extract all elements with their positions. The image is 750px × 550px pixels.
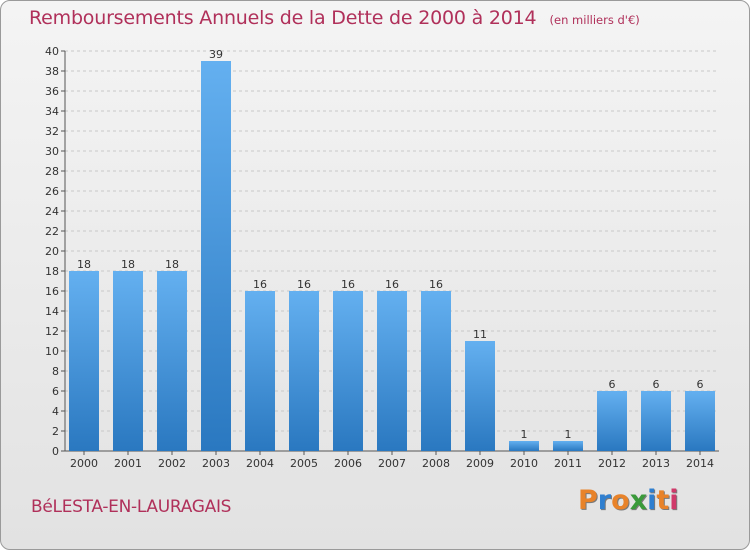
x-tick-label: 2006 — [334, 457, 362, 470]
bar-2007 — [377, 291, 407, 451]
y-tick-label: 6 — [52, 385, 59, 398]
value-label-2009: 11 — [473, 328, 487, 341]
y-tick-label: 2 — [52, 425, 59, 438]
x-tick-label: 2000 — [70, 457, 98, 470]
chart-subtitle: (en milliers d'€) — [549, 13, 640, 27]
y-tick-label: 16 — [45, 285, 59, 298]
chart-title-block: Remboursements Annuels de la Dette de 20… — [29, 7, 640, 29]
value-label-2002: 18 — [165, 258, 179, 271]
y-tick-label: 4 — [52, 405, 59, 418]
town-name: BéLESTA-EN-LAURAGAIS — [31, 497, 232, 517]
x-tick-label: 2012 — [598, 457, 626, 470]
bar-2003 — [201, 61, 231, 451]
y-tick-label: 22 — [45, 225, 59, 238]
x-tick-label: 2003 — [202, 457, 230, 470]
y-tick-label: 32 — [45, 125, 59, 138]
y-tick-label: 18 — [45, 265, 59, 278]
labels: 0246810121416182022242628303234363840200… — [45, 45, 714, 470]
y-tick-label: 30 — [45, 145, 59, 158]
y-tick-label: 40 — [45, 45, 59, 58]
x-tick-label: 2007 — [378, 457, 406, 470]
x-tick-label: 2004 — [246, 457, 274, 470]
value-label-2007: 16 — [385, 278, 399, 291]
bar-2014 — [685, 391, 715, 451]
value-label-2006: 16 — [341, 278, 355, 291]
bar-2011 — [553, 441, 583, 451]
x-tick-label: 2010 — [510, 457, 538, 470]
chart-title: Remboursements Annuels de la Dette de 20… — [29, 7, 537, 29]
y-tick-label: 38 — [45, 65, 59, 78]
y-tick-label: 28 — [45, 165, 59, 178]
bar-2006 — [333, 291, 363, 451]
value-label-2003: 39 — [209, 48, 223, 61]
value-label-2013: 6 — [653, 378, 660, 391]
value-label-2011: 1 — [565, 428, 572, 441]
value-label-2014: 6 — [697, 378, 704, 391]
bar-2002 — [157, 271, 187, 451]
y-tick-label: 14 — [45, 305, 59, 318]
x-tick-label: 2005 — [290, 457, 318, 470]
y-tick-label: 34 — [45, 105, 59, 118]
bar-2012 — [597, 391, 627, 451]
bar-2004 — [245, 291, 275, 451]
bars — [69, 61, 715, 451]
y-tick-label: 26 — [45, 185, 59, 198]
value-label-2004: 16 — [253, 278, 267, 291]
x-tick-label: 2002 — [158, 457, 186, 470]
bar-2010 — [509, 441, 539, 451]
y-tick-label: 10 — [45, 345, 59, 358]
x-tick-label: 2011 — [554, 457, 582, 470]
bar-2000 — [69, 271, 99, 451]
value-label-2001: 18 — [121, 258, 135, 271]
bar-2013 — [641, 391, 671, 451]
x-tick-label: 2009 — [466, 457, 494, 470]
x-tick-label: 2014 — [686, 457, 714, 470]
x-tick-label: 2008 — [422, 457, 450, 470]
value-label-2008: 16 — [429, 278, 443, 291]
value-label-2000: 18 — [77, 258, 91, 271]
y-tick-label: 12 — [45, 325, 59, 338]
x-tick-label: 2001 — [114, 457, 142, 470]
bar-2005 — [289, 291, 319, 451]
y-tick-label: 20 — [45, 245, 59, 258]
value-label-2010: 1 — [521, 428, 528, 441]
y-tick-label: 0 — [52, 445, 59, 458]
bar-2001 — [113, 271, 143, 451]
value-label-2005: 16 — [297, 278, 311, 291]
x-tick-label: 2013 — [642, 457, 670, 470]
y-tick-label: 24 — [45, 205, 59, 218]
proxiti-logo: Proxiti — [578, 485, 679, 516]
value-label-2012: 6 — [609, 378, 616, 391]
bar-2009 — [465, 341, 495, 451]
y-tick-label: 36 — [45, 85, 59, 98]
bar-2008 — [421, 291, 451, 451]
y-tick-label: 8 — [52, 365, 59, 378]
